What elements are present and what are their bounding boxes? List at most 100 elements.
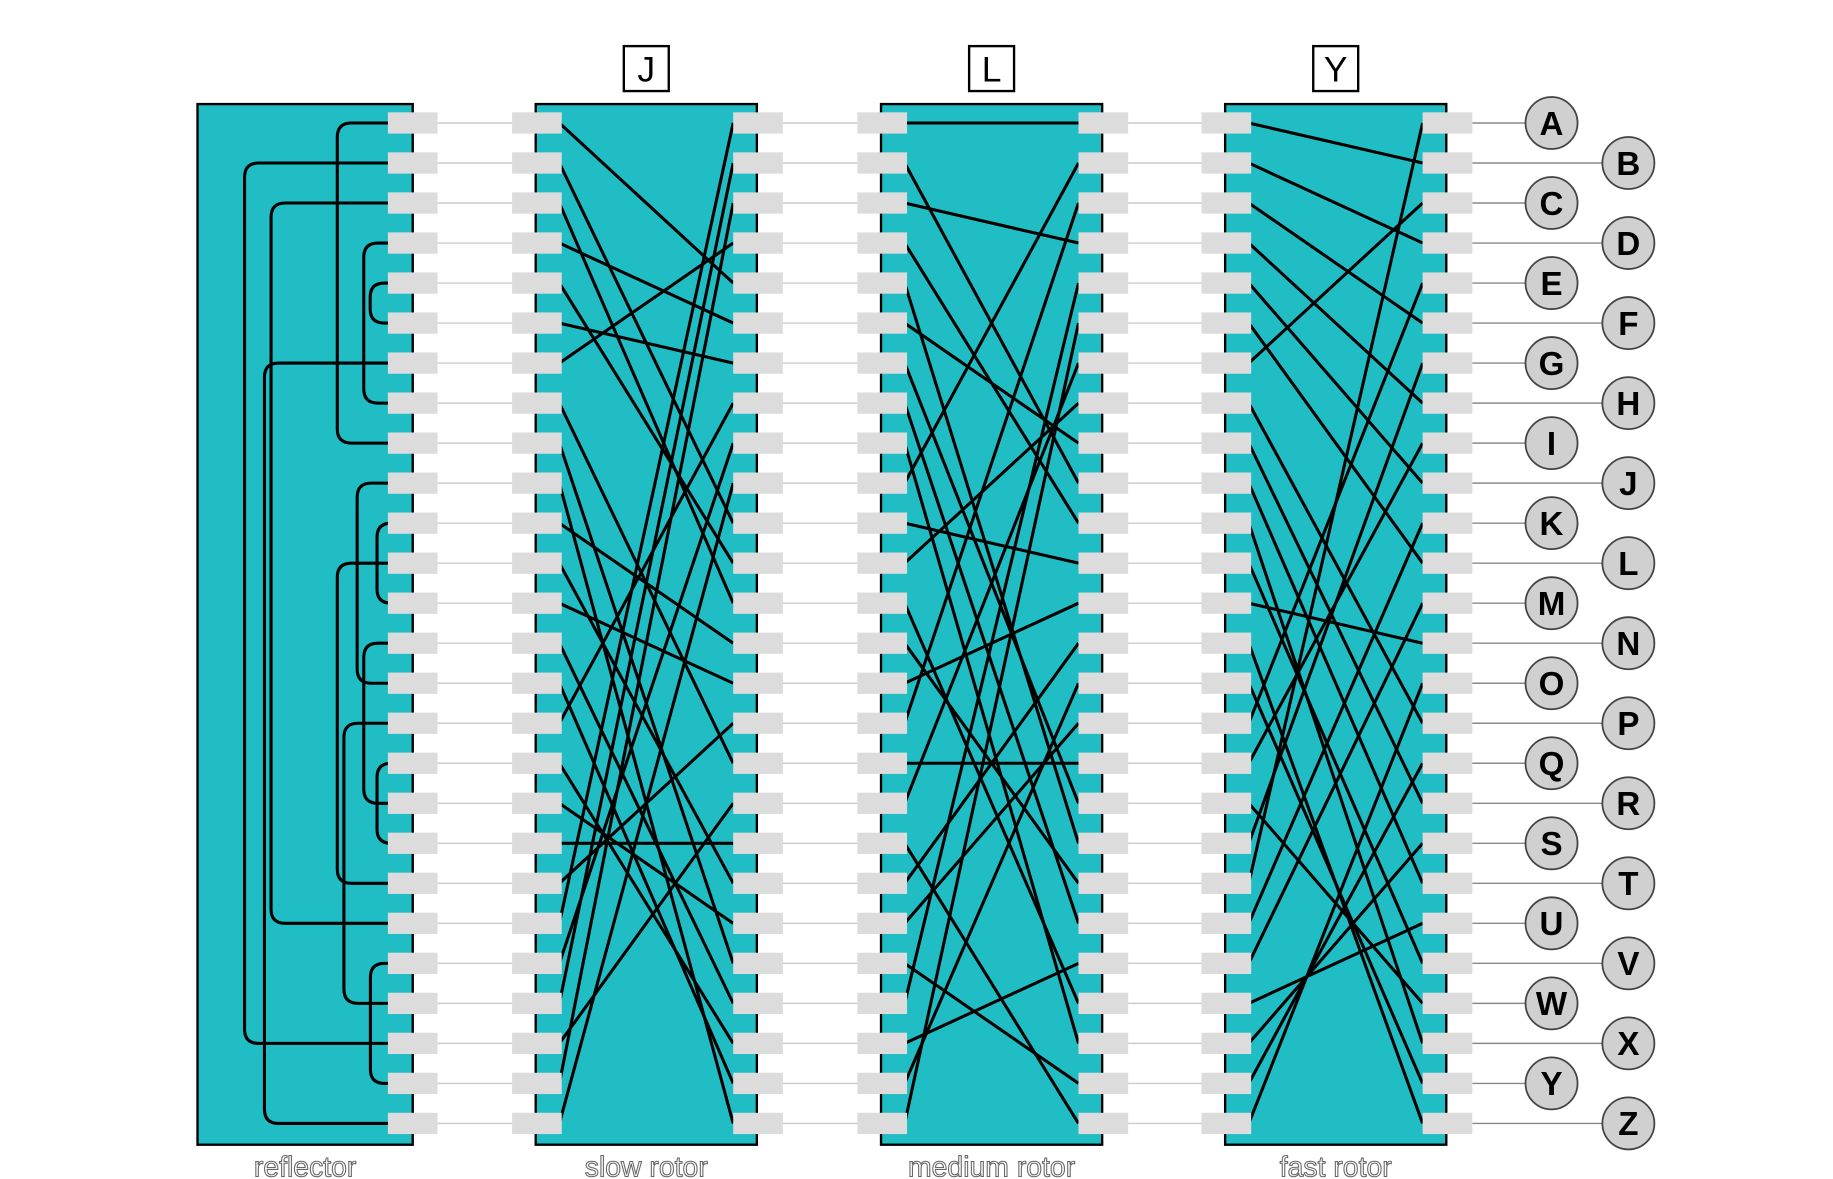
pin	[512, 712, 562, 734]
rotor-window-letter: L	[982, 50, 1002, 90]
pin	[1422, 712, 1473, 734]
letter-key	[1601, 1016, 1656, 1071]
rotor-wire	[557, 682, 735, 1085]
pin	[733, 312, 783, 334]
rotor-wire	[1247, 282, 1424, 485]
rotor-wire	[1248, 121, 1423, 165]
pin	[387, 952, 438, 974]
pin	[1078, 232, 1129, 254]
pin	[1422, 472, 1473, 494]
pin	[1422, 792, 1473, 814]
pin	[733, 472, 783, 494]
pin	[1422, 672, 1473, 694]
pin	[1422, 392, 1473, 414]
pin	[857, 1072, 908, 1095]
pin	[857, 792, 908, 814]
letter-key-label: B	[1616, 146, 1640, 183]
pin	[733, 192, 783, 214]
pin	[1078, 472, 1129, 494]
rotor-window	[967, 44, 1016, 93]
pin	[733, 872, 783, 894]
pin	[387, 592, 438, 614]
pin	[1201, 312, 1252, 334]
rotor-wire	[1247, 602, 1425, 965]
letter-key	[1601, 136, 1656, 190]
rotor-wire	[1247, 562, 1425, 964]
pin	[1078, 832, 1129, 854]
rotor-box	[534, 102, 759, 1146]
pin	[733, 272, 783, 294]
pin	[733, 632, 783, 654]
pin	[387, 272, 438, 294]
letter-key	[1524, 656, 1579, 711]
pin	[387, 312, 438, 334]
pin	[857, 1032, 908, 1055]
letter-key-label: E	[1540, 266, 1562, 303]
letter-key-label: W	[1536, 986, 1568, 1023]
pin	[1201, 432, 1252, 454]
pin	[1078, 952, 1129, 974]
pin	[1422, 872, 1473, 894]
pin	[733, 512, 783, 534]
pin	[1078, 352, 1129, 374]
letter-key-label: R	[1616, 786, 1640, 823]
rotor-wire	[558, 402, 735, 724]
letter-key-label: Y	[1540, 1066, 1562, 1103]
pin	[1201, 192, 1252, 214]
pin	[1201, 632, 1252, 654]
letter-key	[1524, 176, 1579, 230]
letter-key	[1524, 736, 1579, 791]
pin	[512, 312, 562, 334]
rotor-wire	[1247, 322, 1424, 565]
pin	[512, 272, 562, 294]
reflector-wire	[368, 281, 403, 325]
pin	[857, 312, 908, 334]
pin	[733, 352, 783, 374]
letter-key-label: C	[1540, 186, 1564, 223]
letter-key-label: U	[1540, 906, 1564, 943]
pin	[857, 632, 908, 654]
letter-key	[1524, 256, 1579, 310]
letter-key	[1524, 576, 1579, 631]
reflector-wire	[269, 201, 403, 925]
reflector-wire	[375, 761, 403, 845]
pin	[1201, 1032, 1252, 1055]
pin	[387, 672, 438, 694]
letter-key	[1601, 376, 1656, 431]
letter-key-label: S	[1540, 826, 1562, 863]
pin	[512, 752, 562, 774]
letter-key	[1524, 896, 1579, 951]
letter-key	[1524, 96, 1579, 150]
pin	[1201, 392, 1252, 414]
pin	[512, 832, 562, 854]
rotor-wire	[1247, 201, 1424, 325]
pin	[1078, 1032, 1129, 1055]
letter-key-label: D	[1616, 226, 1640, 263]
pin	[1422, 232, 1473, 254]
pin	[387, 352, 438, 374]
pin	[857, 152, 908, 174]
pin	[733, 672, 783, 694]
pin	[733, 1112, 783, 1135]
pin	[857, 1112, 908, 1135]
pin	[1078, 392, 1129, 414]
rotor-wire	[558, 802, 735, 925]
pin	[1201, 952, 1252, 974]
rotor-wire	[557, 642, 735, 1005]
pin	[1422, 1112, 1473, 1135]
rotor-wire	[903, 682, 1080, 1085]
pin	[1201, 112, 1252, 134]
pin	[857, 112, 908, 134]
rotor-wire	[903, 402, 1080, 924]
letter-key	[1524, 496, 1579, 551]
pin	[1078, 112, 1129, 134]
pin	[1422, 512, 1473, 534]
pin	[512, 1032, 562, 1055]
rotor-wire	[557, 442, 735, 964]
letter-key	[1601, 696, 1656, 751]
rotor-window	[1312, 44, 1360, 93]
pin	[1201, 832, 1252, 854]
rotor-wire	[558, 802, 735, 1045]
pin	[1422, 352, 1473, 374]
pin	[857, 752, 908, 774]
